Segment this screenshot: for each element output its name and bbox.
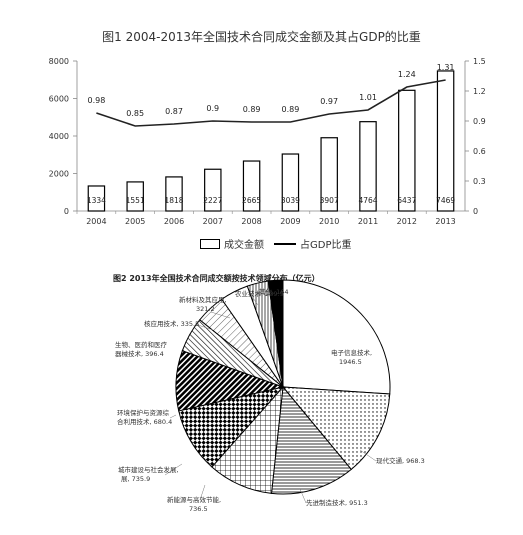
pie-slice-label: 其他, 164 <box>259 287 289 296</box>
pie-slice-label: 环境保护与资源综 <box>117 408 170 417</box>
gdp-ratio-line <box>96 79 446 127</box>
pie-slice-label: 展, 735.9 <box>121 475 150 483</box>
pie-slice-label: 城市建设与社会发展, <box>118 465 179 474</box>
pie-leader-line <box>210 311 231 319</box>
bar-value-label: 1818 <box>164 196 183 205</box>
pie-slice-label: 生物、医药和医疗 <box>115 340 168 349</box>
legend-line-swatch <box>274 242 296 245</box>
figure1-legend: 成交金额 占GDP比重 <box>200 236 351 251</box>
x-tick-label: 2013 <box>435 217 455 226</box>
pie-leader-line <box>194 323 214 331</box>
bar <box>359 121 377 212</box>
pie-slice-label: 现代交通, 968.3 <box>376 456 425 465</box>
x-tick-label: 2008 <box>241 217 261 226</box>
pie-slice-label: 736.5 <box>189 505 208 513</box>
x-tick-label: 2004 <box>86 217 106 226</box>
x-tick-label: 2012 <box>397 217 417 226</box>
legend-line-label: 占GDP比重 <box>300 240 352 251</box>
figure1-title: 图1 2004-2013年全国技术合同成交金额及其占GDP的比重 <box>102 30 421 44</box>
line-value-label: 0.98 <box>87 96 105 105</box>
bar <box>242 160 261 212</box>
bar <box>320 137 338 212</box>
pie-slice-label: 核应用技术, 335.5 <box>144 319 199 328</box>
line-value-label: 1.31 <box>437 63 455 72</box>
bar <box>436 70 455 212</box>
legend-bar-swatch <box>200 238 220 249</box>
x-tick-label: 2006 <box>164 217 184 226</box>
bar-value-label: 7469 <box>436 196 455 205</box>
right-tick-label: 0.9 <box>473 117 486 126</box>
line-value-label: 0.87 <box>165 107 183 116</box>
right-tick-label: 1.5 <box>473 57 486 66</box>
pie-slice-label: 321.2 <box>196 305 215 313</box>
legend-bar-label: 成交金额 <box>224 240 264 251</box>
x-tick-label: 2011 <box>358 217 378 226</box>
pie-slice-label: 先进制造技术, 951.3 <box>306 498 368 507</box>
pie-slice-label: 器械技术, 396.4 <box>115 349 164 358</box>
x-tick-label: 2007 <box>203 217 223 226</box>
left-tick-label: 6000 <box>49 95 69 104</box>
bar <box>204 168 222 212</box>
bar <box>165 176 183 212</box>
left-tick-label: 2000 <box>49 170 69 179</box>
right-tick-label: 0.6 <box>473 147 486 156</box>
left-tick-label: 8000 <box>49 57 69 66</box>
figure1-combo-chart: 0 2000 4000 6000 8000 0 0.3 0.6 0.9 1.2 1.5 2004 200… <box>49 57 486 226</box>
pie-leader-line <box>169 414 177 419</box>
bar <box>281 153 300 212</box>
pie-slice-label: 合利用技术, 680.4 <box>117 417 172 426</box>
line-value-label: 1.24 <box>398 70 416 79</box>
pie-slice-label: 1946.5 <box>339 358 362 366</box>
bar <box>87 185 106 212</box>
pie-slice-label: 电子信息技术, <box>331 348 372 357</box>
bar-value-label: 1334 <box>87 196 106 205</box>
bar-value-label: 2227 <box>203 196 222 205</box>
figure2-pie-chart: 电子信息技术,1946.5 现代交通, 968.3 先进制造技术, 951.3 新能源… <box>115 279 425 513</box>
right-tick-label: 0.3 <box>473 177 486 186</box>
pie-slice <box>270 385 352 495</box>
line-value-label: 0.9 <box>206 104 219 113</box>
pie-slice-label: 新能源与高效节能, <box>167 495 221 504</box>
pie-leader-line <box>164 463 183 476</box>
bar-value-label: 3907 <box>320 196 339 205</box>
bar-value-label: 4764 <box>358 196 377 205</box>
pie-slice <box>281 386 391 471</box>
line-value-label: 0.97 <box>320 97 338 106</box>
line-value-label: 0.85 <box>126 109 144 118</box>
pie-slice-label: 新材料及其应用, <box>179 295 227 304</box>
bar <box>398 89 416 212</box>
bar <box>126 181 144 212</box>
x-tick-label: 2010 <box>319 217 339 226</box>
pie-leader-line <box>199 484 206 501</box>
left-tick-label: 0 <box>64 207 69 216</box>
right-tick-label: 0 <box>473 207 478 216</box>
figure2-title: 图2 2013年全国技术合同成交额按技术领域分布（亿元） <box>113 274 320 283</box>
pie-leader-line <box>359 449 377 462</box>
bar-value-label: 6437 <box>397 196 416 205</box>
x-tick-label: 2005 <box>125 217 145 226</box>
left-tick-label: 4000 <box>49 132 69 141</box>
bar-value-label: 2665 <box>242 196 261 205</box>
line-value-label: 0.89 <box>243 105 261 114</box>
pie-leader-line <box>252 297 259 306</box>
pie-leader-line <box>299 488 307 504</box>
x-tick-label: 2009 <box>280 217 300 226</box>
right-tick-label: 1.2 <box>473 87 486 96</box>
line-value-label: 0.89 <box>281 105 299 114</box>
pie-slice <box>267 279 284 388</box>
pie-slice-label: 农业技术, 239.9 <box>235 289 284 298</box>
line-value-label: 1.01 <box>359 93 377 102</box>
bar-value-label: 3039 <box>281 196 300 205</box>
bar-value-label: 1551 <box>126 196 145 205</box>
pie-slice <box>282 279 391 395</box>
